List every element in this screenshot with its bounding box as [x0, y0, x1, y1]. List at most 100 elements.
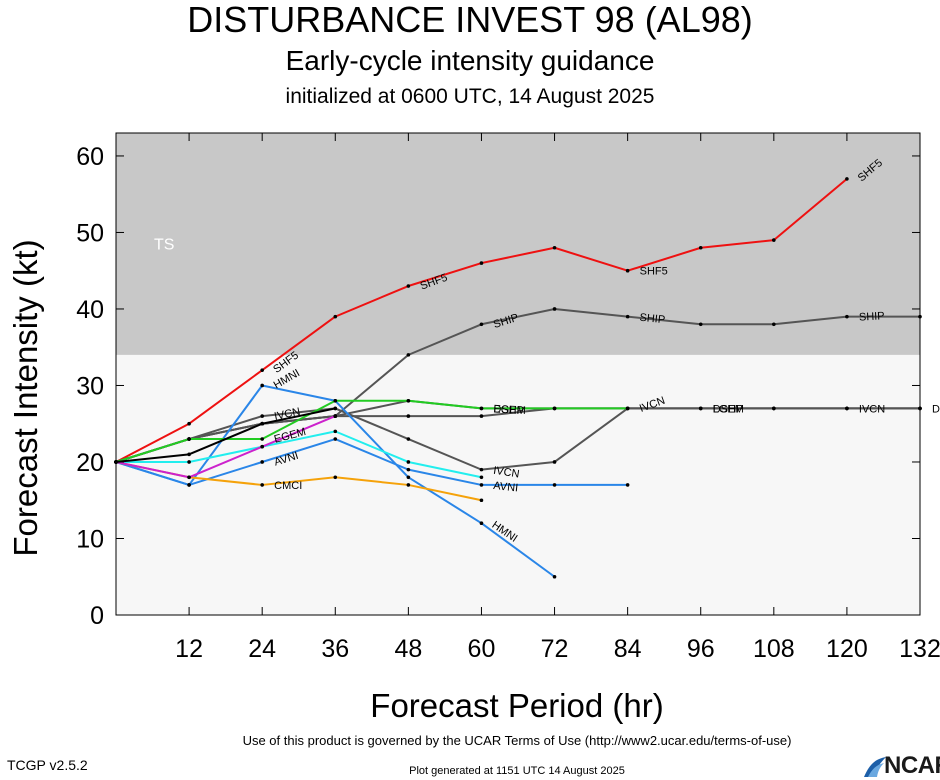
x-tick-label-84: 84: [614, 635, 642, 663]
intensity-band-ts: [116, 133, 920, 355]
data-point-cmci-3: [333, 475, 338, 480]
generated-time: Plot generated at 1151 UTC 14 August 202…: [409, 765, 625, 777]
data-point-series-10-2: [260, 444, 264, 449]
series-line-ivcn: [115, 407, 920, 471]
x-tick-label-120: 120: [826, 635, 868, 663]
data-point-avni-2: [260, 460, 264, 464]
data-point-ivcn-6: [552, 460, 557, 464]
series-label-dshp-96: DSHP: [713, 403, 744, 415]
data-point-ship-10: [845, 314, 849, 319]
data-point-ivcn-5: [479, 467, 484, 472]
series-line-egem: [115, 399, 628, 463]
data-point-hmni-5: [479, 521, 484, 525]
series-label-egem-60: EGEM: [493, 403, 526, 417]
data-point-avni-7: [625, 483, 630, 487]
data-point-series-11-3: [333, 406, 338, 411]
data-point-ship-5: [479, 322, 484, 327]
terms-of-use: Use of this product is governed by the U…: [242, 733, 792, 748]
data-point-ivcn-4: [406, 437, 411, 441]
y-tick-label-10: 10: [76, 525, 104, 553]
x-tick-label-60: 60: [468, 635, 496, 663]
data-point-ship-9: [772, 322, 776, 327]
data-point-series-11-1: [187, 452, 191, 457]
data-point-cmci-5: [479, 498, 484, 503]
data-point-lgem-5: [479, 414, 484, 418]
data-point-ship-7: [625, 314, 630, 319]
series-label-dshp-60: DSHP: [493, 403, 524, 417]
data-point-cmci-2: [260, 483, 264, 487]
x-tick-label-108: 108: [753, 635, 795, 663]
data-point-avni-3: [333, 437, 338, 441]
data-point-shf5-8: [698, 245, 703, 250]
y-tick-label-50: 50: [76, 219, 104, 247]
x-tick-label-24: 24: [248, 635, 276, 663]
series-label-ship-84: SHIP: [639, 312, 666, 327]
data-point-ship-6: [552, 307, 557, 311]
x-tick-label-12: 12: [175, 635, 203, 663]
data-point-lgem-4: [406, 414, 411, 418]
x-tick-label-96: 96: [687, 635, 715, 663]
data-point-avni-6: [552, 483, 557, 487]
data-point-series-9-4: [406, 460, 411, 464]
data-point-ship-8: [698, 322, 703, 327]
data-point-shf5-2: [260, 368, 264, 372]
series-label-lgem-96: LGEM: [713, 403, 744, 415]
y-tick-label-30: 30: [76, 372, 104, 400]
data-point-egem-3: [333, 398, 338, 403]
data-point-avni-1: [187, 483, 191, 487]
series-line-avni: [115, 438, 628, 486]
y-tick-label-40: 40: [76, 296, 104, 324]
chart-title: DISTURBANCE INVEST 98 (AL98): [187, 0, 753, 40]
series-line-series-10: [115, 415, 336, 479]
data-point-shf5-10: [845, 177, 849, 181]
series-line-series-11: [115, 407, 336, 463]
data-point-series-9-1: [187, 460, 191, 464]
data-point-shf5-6: [552, 245, 557, 250]
y-tick-label-60: 60: [76, 143, 104, 171]
data-point-series-11-2: [260, 421, 264, 426]
data-point-hmni-4: [406, 475, 411, 480]
data-point-cmci-4: [406, 483, 411, 487]
band-label-ts: TS: [154, 236, 174, 253]
series-label-avni-60: AVNI: [493, 480, 519, 495]
data-point-ship-4: [406, 353, 411, 357]
data-point-egem-2: [260, 437, 264, 441]
data-point-egem-7: [625, 406, 630, 411]
series-label-cmci-24: CMCI: [274, 480, 302, 492]
data-point-hmni-6: [552, 574, 557, 579]
series-label-ivcn-24: IVCN: [273, 406, 301, 423]
y-axis-label: Forecast Intensity (kt): [7, 239, 44, 557]
data-point-egem-6: [552, 406, 557, 411]
y-tick-label-20: 20: [76, 449, 104, 477]
series-label-shf5-84: SHF5: [640, 266, 668, 278]
version-label: TCGP v2.5.2: [7, 757, 88, 773]
x-tick-label-48: 48: [394, 635, 422, 663]
data-point-shf5-3: [333, 314, 338, 319]
x-tick-label-132: 132: [899, 635, 940, 663]
ncar-logo-text: NCAR: [884, 752, 940, 779]
data-point-ivcn-9: [772, 406, 776, 411]
data-point-shf5-7: [625, 268, 630, 273]
data-point-ivcn-8: [698, 406, 703, 411]
ncar-logo-mark: [864, 757, 886, 777]
x-axis-label: Forecast Period (hr): [370, 687, 664, 724]
series-line-series-9: [116, 430, 482, 479]
data-point-shf5-5: [479, 261, 484, 265]
y-tick-label-0: 0: [90, 602, 104, 630]
data-point-egem-1: [187, 437, 191, 441]
ncar-logo: NCAR: [862, 752, 940, 780]
data-point-avni-4: [406, 467, 411, 472]
x-tick-label-72: 72: [541, 635, 569, 663]
data-point-shf5-9: [772, 238, 776, 242]
data-point-series-9-3: [333, 429, 338, 434]
data-point-series-9-5: [479, 475, 484, 480]
data-point-shf5-1: [187, 421, 191, 426]
x-tick-label-36: 36: [321, 635, 349, 663]
data-point-shf5-4: [406, 284, 411, 288]
data-point-series-10-3: [333, 414, 338, 418]
data-point-hmni-2: [260, 383, 264, 388]
series-label-ivcn-60: IVCN: [492, 465, 520, 481]
plot-frame: [115, 132, 921, 616]
data-point-avni-5: [479, 483, 484, 487]
